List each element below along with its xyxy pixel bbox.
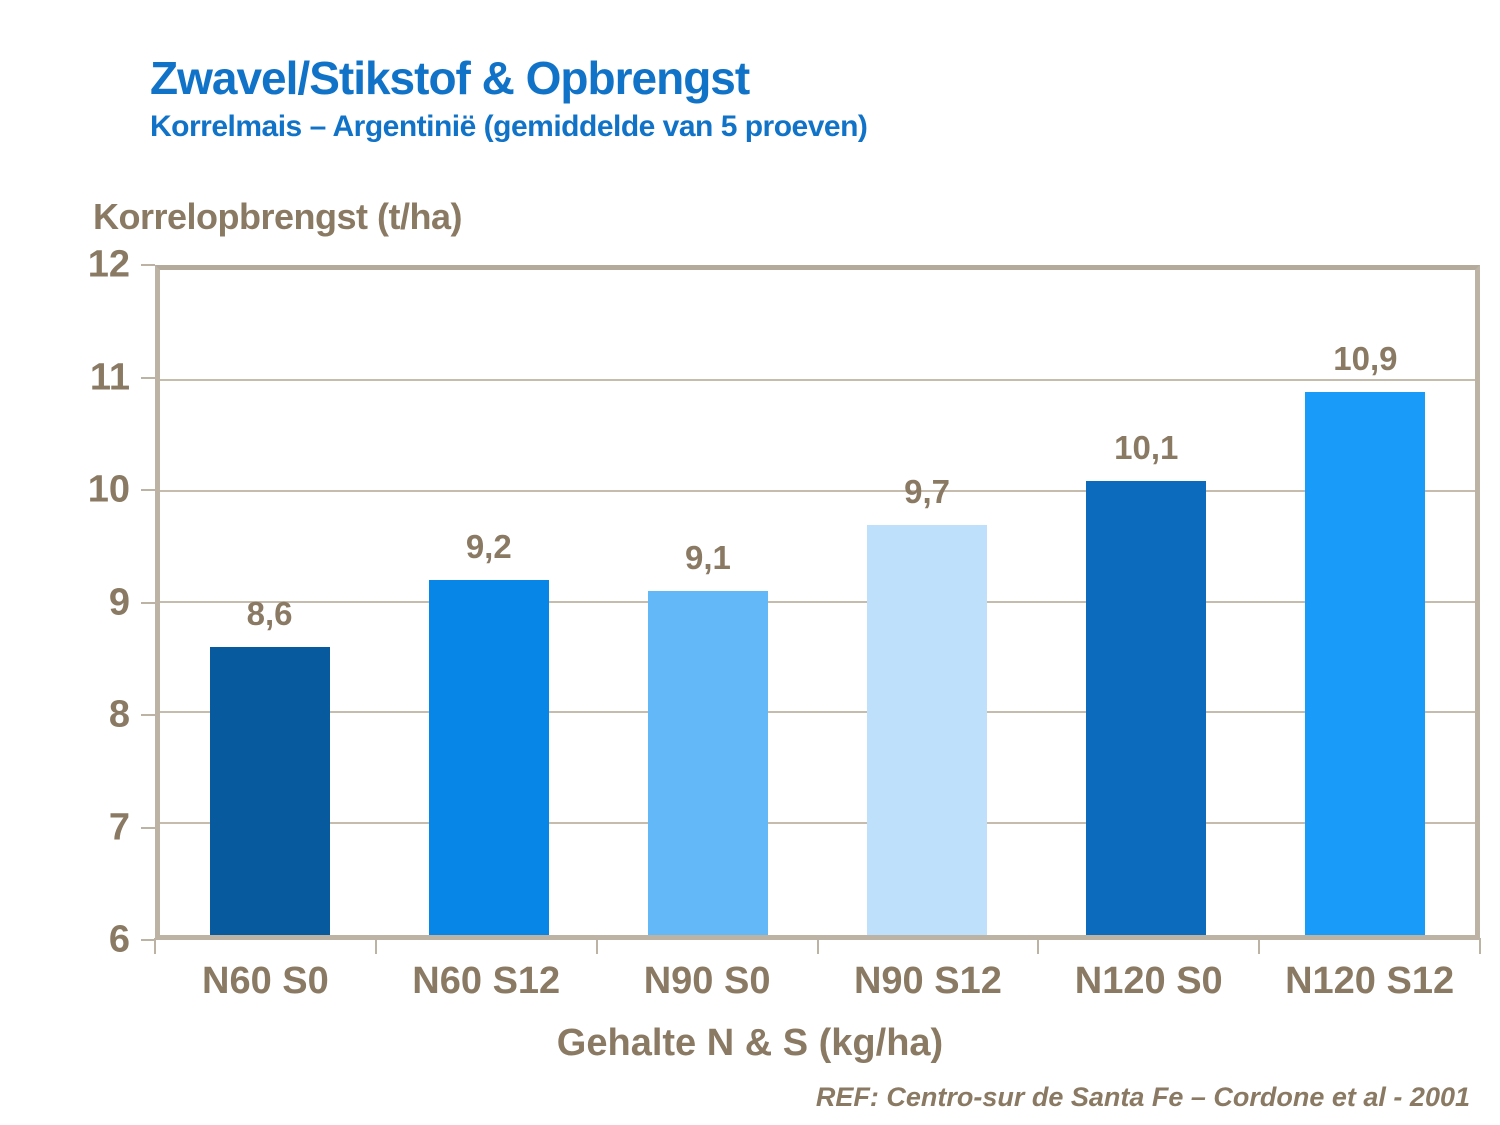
x-axis-tick <box>1037 938 1040 954</box>
bar-n90-s0 <box>647 591 768 935</box>
x-axis-category-label: N90 S12 <box>853 960 1002 1002</box>
y-axis-tick-label: 8 <box>108 693 130 736</box>
bar-value-label: 9,2 <box>465 528 512 566</box>
bar-n120-s12 <box>1305 391 1426 935</box>
x-axis-category-label: N120 S0 <box>1074 960 1223 1002</box>
gridline <box>160 378 1475 381</box>
y-axis-tick <box>141 376 155 379</box>
y-axis-tick-label: 11 <box>89 356 130 398</box>
gridline <box>160 600 1475 603</box>
bar-n120-s0 <box>1086 480 1207 935</box>
y-axis-tick <box>141 826 155 829</box>
chart-title: Zwavel/Stikstof & Opbrengst <box>150 52 750 104</box>
gridline <box>160 489 1475 492</box>
x-axis-tick <box>595 938 598 954</box>
y-axis-tick-label: 7 <box>108 806 130 848</box>
x-axis-tick <box>1258 938 1261 954</box>
x-axis-tick <box>374 938 377 954</box>
gridline <box>160 822 1475 825</box>
x-axis-tick <box>154 938 156 954</box>
plot-area: 8,6 9,2 9,1 9,7 10,1 10,9 <box>155 265 1480 940</box>
x-axis-category-label: N60 S0 <box>202 960 329 1002</box>
x-axis-category-label: N60 S12 <box>412 960 561 1002</box>
y-axis-title: Korrelopbrengst (t/ha) <box>93 196 463 237</box>
y-axis-tick-label: 12 <box>87 243 130 286</box>
y-axis-tick-label: 9 <box>108 581 130 623</box>
bar-n90-s12 <box>867 524 988 935</box>
y-axis-tick-label: 6 <box>108 918 130 961</box>
chart-subtitle: Korrelmais – Argentinië (gemiddelde van … <box>150 109 868 143</box>
y-axis-tick <box>141 601 155 604</box>
gridline <box>160 711 1475 714</box>
bar-value-label: 9,7 <box>904 472 951 510</box>
bar-value-label: 9,1 <box>684 539 731 577</box>
bar-n60-s0 <box>209 646 330 935</box>
x-axis-tick <box>816 938 819 954</box>
y-axis-tick <box>141 714 155 716</box>
x-axis-category-label: N90 S0 <box>643 960 771 1002</box>
bar-value-label: 8,6 <box>246 594 293 632</box>
y-axis-tick-label: 10 <box>87 468 130 511</box>
bar-n60-s12 <box>428 580 549 935</box>
bar-value-label: 10,1 <box>1114 428 1179 466</box>
y-axis-tick <box>141 264 155 266</box>
bar-value-label: 10,9 <box>1333 339 1398 377</box>
y-axis-tick <box>141 489 155 491</box>
x-axis-tick <box>1479 938 1481 954</box>
chart-header: Zwavel/Stikstof & Opbrengst Korrelmais –… <box>150 52 868 145</box>
x-axis-title: Gehalte N & S (kg/ha) <box>556 1022 944 1064</box>
x-axis-category-label: N120 S12 <box>1285 960 1455 1002</box>
reference-text: REF: Centro-sur de Santa Fe – Cordone et… <box>815 1082 1470 1112</box>
y-axis-tick <box>141 939 155 941</box>
